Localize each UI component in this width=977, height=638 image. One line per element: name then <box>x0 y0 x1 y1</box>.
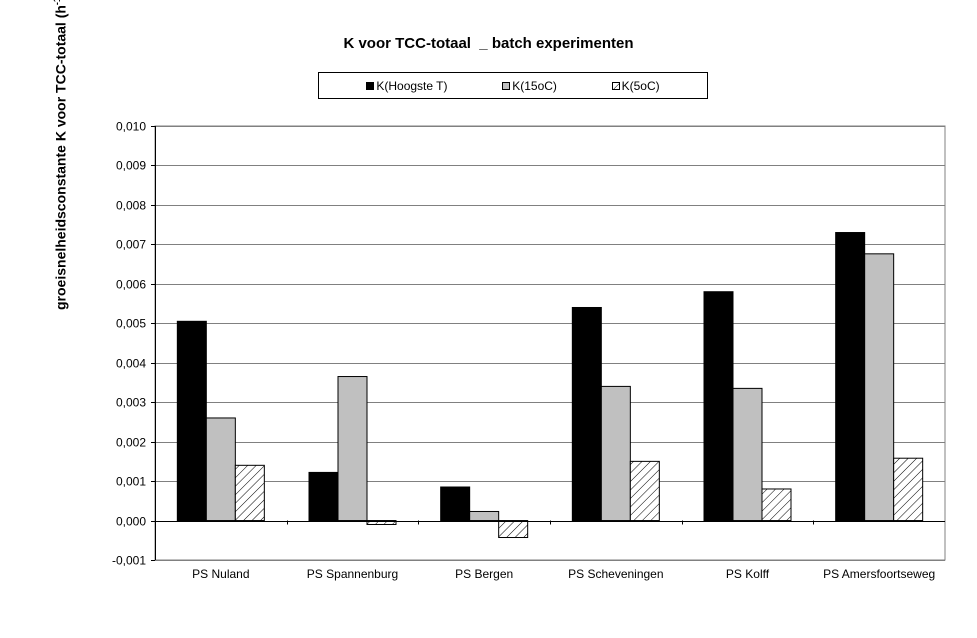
bar-2-1 <box>205 417 236 522</box>
chart-title: K voor TCC-totaal _ batch experimenten <box>343 35 634 52</box>
legend-label-series-3: K(5oC) <box>621 78 660 93</box>
plot-area <box>154 125 946 561</box>
y-axis-label-sup: -1 <box>52 0 62 6</box>
bar-3-5 <box>761 488 792 522</box>
x-tick-label: PS Amersfoortseweg <box>823 567 935 581</box>
bar-2-6 <box>864 253 895 522</box>
y-tick-label: 0,008 <box>116 199 146 213</box>
y-tick-label: 0,009 <box>116 159 146 173</box>
legend-swatch-series-2 <box>502 81 511 90</box>
x-tick-label: PS Scheveningen <box>568 567 663 581</box>
bar-1-5 <box>703 291 734 522</box>
bar-1-4 <box>571 306 602 522</box>
bar-3-4 <box>629 460 660 522</box>
bars <box>176 232 924 539</box>
y-tick-label: 0,007 <box>116 238 146 252</box>
y-tick-label: 0,005 <box>116 317 146 331</box>
x-tick-label: PS Bergen <box>455 567 513 581</box>
legend: K(Hoogste T) K(15oC) K(5oC) <box>318 72 708 99</box>
y-tick-label: 0,002 <box>116 436 146 450</box>
legend-swatch-series-1 <box>366 81 375 90</box>
bar-1-6 <box>835 232 866 522</box>
bar-3-2 <box>366 520 397 525</box>
tick-labels: -0,001 0,000 0,001 0,002 0,003 0,004 0,005 0,00… <box>112 120 935 582</box>
bar-3-6 <box>893 457 924 522</box>
y-tick-label: 0,010 <box>116 120 146 134</box>
y-axis-label-text: groeisnelheidsconstante K voor TCC-totaa… <box>52 5 69 310</box>
legend-swatch-series-3 <box>611 81 620 90</box>
axes <box>151 125 946 561</box>
y-tick-label: 0,003 <box>116 396 146 410</box>
legend-item-series-3: K(5oC) <box>611 78 660 93</box>
y-tick-label: 0,004 <box>116 357 146 371</box>
y-tick-label: -0,001 <box>112 554 146 568</box>
bar-2-5 <box>732 387 763 522</box>
x-tick-label: PS Spannenburg <box>307 567 398 581</box>
gridlines <box>155 126 945 561</box>
y-axis-label: groeisnelheidsconstante K voor TCC-totaa… <box>52 0 69 310</box>
bar-1-3 <box>440 486 471 522</box>
legend-label-series-1: K(Hoogste T) <box>376 78 448 93</box>
legend-label-series-2: K(15oC) <box>512 78 557 93</box>
x-tick-label: PS Nuland <box>192 567 249 581</box>
bar-1-2 <box>308 471 339 522</box>
bar-2-4 <box>600 385 631 522</box>
y-tick-label: 0,001 <box>116 475 146 489</box>
y-tick-label: 0,006 <box>116 278 146 292</box>
x-tick-label: PS Kolff <box>726 567 770 581</box>
legend-item-series-1: K(Hoogste T) <box>366 78 448 93</box>
bar-3-3 <box>498 520 529 539</box>
y-tick-label: 0,000 <box>116 515 146 529</box>
bar-3-1 <box>234 464 265 522</box>
bar-2-2 <box>337 376 368 522</box>
legend-item-series-2: K(15oC) <box>502 79 557 93</box>
bar-1-1 <box>176 320 207 522</box>
bar-2-3 <box>469 510 500 522</box>
